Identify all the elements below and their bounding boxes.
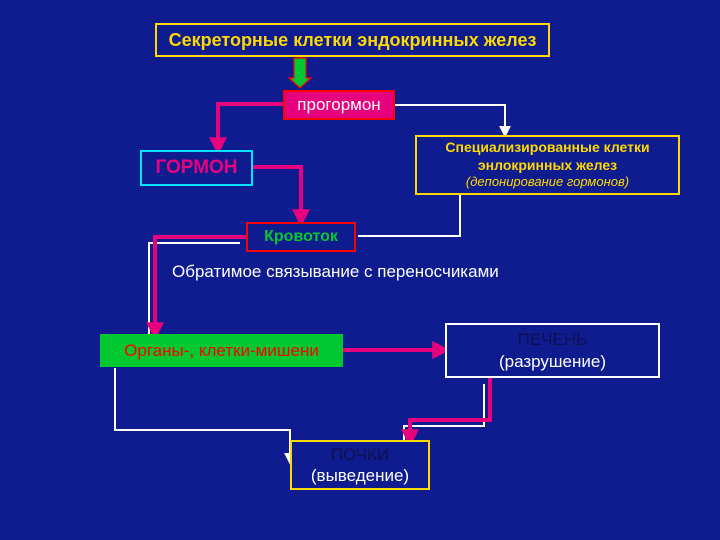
kidneys-sub: (выведение) bbox=[311, 465, 409, 486]
kidneys-main: ПОЧКИ bbox=[311, 444, 409, 465]
prohormone-text: прогормон bbox=[297, 94, 380, 115]
diagram-stage: Секреторные клетки эндокринных желез про… bbox=[0, 0, 720, 540]
node-liver: ПЕЧЕНЬ (разрушение) bbox=[445, 323, 660, 378]
liver-inner: ПЕЧЕНЬ (разрушение) bbox=[499, 329, 606, 372]
liver-sub: (разрушение) bbox=[499, 351, 606, 372]
node-title: Секреторные клетки эндокринных желез bbox=[155, 23, 550, 57]
title-text: Секреторные клетки эндокринных желез bbox=[169, 29, 537, 52]
text-reversible-binding: Обратимое связывание с переносчиками bbox=[172, 262, 499, 282]
node-kidneys: ПОЧКИ (выведение) bbox=[290, 440, 430, 490]
hormone-text: ГОРМОН bbox=[155, 156, 237, 180]
node-hormone: ГОРМОН bbox=[140, 150, 253, 186]
kidneys-inner: ПОЧКИ (выведение) bbox=[311, 444, 409, 487]
specialized-main: Специализированные клетки энлокринных же… bbox=[425, 139, 670, 174]
targets-text: Органы-, клетки-мишени bbox=[124, 340, 319, 361]
node-target-organs: Органы-, клетки-мишени bbox=[100, 334, 343, 367]
node-bloodstream: Кровоток bbox=[246, 222, 356, 252]
reversible-text: Обратимое связывание с переносчиками bbox=[172, 262, 499, 281]
node-prohormone: прогормон bbox=[283, 90, 395, 120]
specialized-sub: (депонирование гормонов) bbox=[425, 174, 670, 190]
liver-main: ПЕЧЕНЬ bbox=[499, 329, 606, 350]
specialized-inner: Специализированные клетки энлокринных же… bbox=[425, 139, 670, 190]
node-specialized-cells: Специализированные клетки энлокринных же… bbox=[415, 135, 680, 195]
bloodstream-text: Кровоток bbox=[264, 227, 338, 247]
